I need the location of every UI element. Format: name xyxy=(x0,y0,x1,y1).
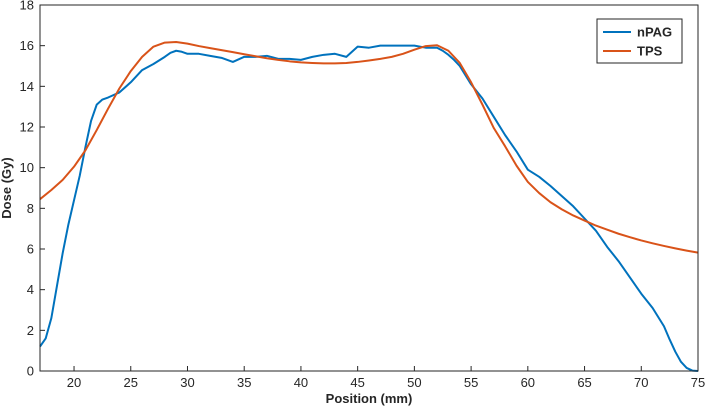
x-tick-label: 65 xyxy=(577,375,591,390)
x-tick-label: 45 xyxy=(350,375,364,390)
y-tick-label: 16 xyxy=(20,38,34,53)
x-tick-label: 20 xyxy=(67,375,81,390)
y-tick-label: 2 xyxy=(27,323,34,338)
x-tick-label: 50 xyxy=(407,375,421,390)
x-tick-label: 35 xyxy=(237,375,251,390)
x-axis-title: Position (mm) xyxy=(326,391,413,406)
y-tick-label: 10 xyxy=(20,160,34,175)
y-tick-label: 8 xyxy=(27,201,34,216)
y-tick-label: 0 xyxy=(27,364,34,379)
x-tick-label: 55 xyxy=(464,375,478,390)
x-tick-label: 30 xyxy=(180,375,194,390)
y-tick-label: 6 xyxy=(27,242,34,257)
legend-box xyxy=(596,18,683,64)
legend: nPAG TPS xyxy=(596,18,683,64)
x-tick-label: 75 xyxy=(691,375,705,390)
plot-area-frame xyxy=(39,4,699,372)
y-tick-label: 14 xyxy=(20,79,34,94)
legend-label-tps: TPS xyxy=(637,44,663,59)
y-tick-label: 12 xyxy=(20,120,34,135)
x-tick-label: 25 xyxy=(124,375,138,390)
y-axis-title: Dose (Gy) xyxy=(0,157,14,218)
series-line-tps xyxy=(39,41,699,254)
series-line-npag xyxy=(39,44,699,372)
y-tick-label: 4 xyxy=(27,282,34,297)
x-tick-label: 70 xyxy=(634,375,648,390)
legend-label-npag: nPAG xyxy=(637,25,672,40)
x-tick-label: 40 xyxy=(294,375,308,390)
y-tick-label: 18 xyxy=(20,0,34,13)
x-tick-label: 60 xyxy=(521,375,535,390)
